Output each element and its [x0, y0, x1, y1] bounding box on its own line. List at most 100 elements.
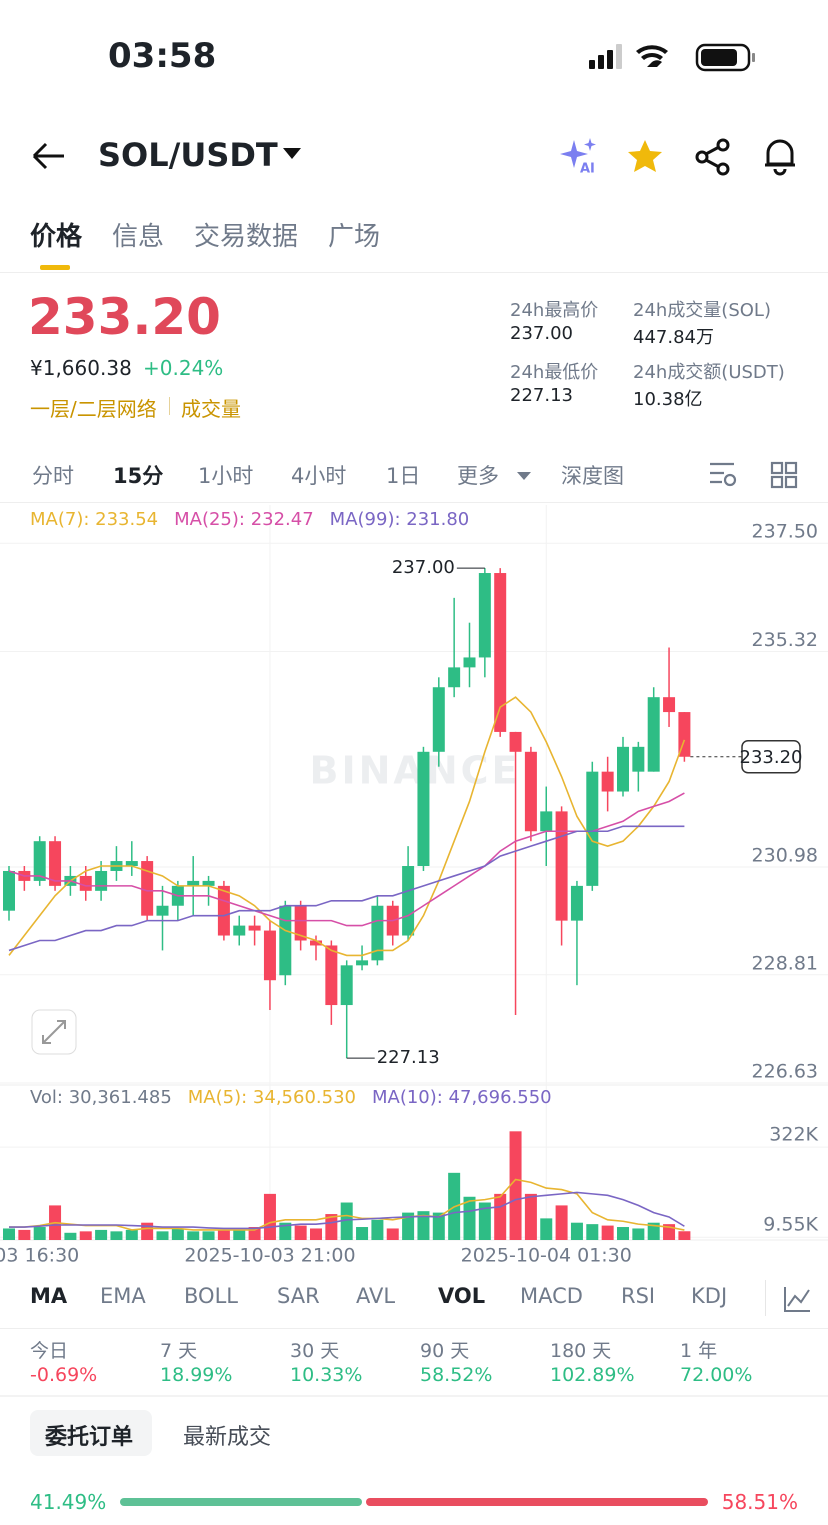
candle-body	[678, 712, 691, 757]
stat-value: 447.84万	[633, 327, 714, 348]
tab[interactable]: 信息	[112, 222, 165, 252]
candle-body	[263, 930, 276, 981]
candle-body	[632, 746, 645, 772]
volume-bar	[294, 1225, 307, 1240]
chart-tools[interactable]	[708, 460, 808, 490]
volume-bar	[432, 1212, 445, 1240]
ma-line	[8, 825, 685, 952]
volume-bar	[217, 1229, 230, 1240]
interval[interactable]: 1小时	[198, 464, 254, 488]
indicator[interactable]: MA	[30, 1284, 68, 1308]
last-price-box	[741, 740, 801, 774]
volume-bar	[524, 1193, 537, 1240]
buy-ratio	[120, 1498, 363, 1506]
interval[interactable]: 4小时	[291, 464, 347, 488]
y-tick-label: 228.81	[752, 952, 818, 974]
indicator-settings[interactable]	[782, 1284, 812, 1314]
volume-bar	[340, 1202, 353, 1240]
more-caret	[517, 472, 531, 480]
candle-body	[125, 861, 138, 867]
tag[interactable]: 一层/二层网络	[30, 397, 157, 421]
candle-body	[494, 573, 507, 732]
interval[interactable]: 1日	[386, 464, 421, 488]
annotation-label: 237.00	[392, 557, 455, 578]
candle-body	[310, 940, 322, 946]
period-change: 18.99%	[160, 1364, 233, 1386]
period-change: -0.69%	[30, 1364, 98, 1386]
interval[interactable]: 更多	[457, 464, 499, 488]
y-tick-label: 230.98	[752, 845, 818, 867]
indicator[interactable]: BOLL	[184, 1284, 238, 1308]
indicator[interactable]: VOL	[438, 1284, 486, 1308]
tab[interactable]: 价格	[30, 222, 83, 252]
ma-line	[8, 696, 686, 957]
ma-legend: MA(7): 233.54 MA(25): 232.47 MA(99): 231.8…	[30, 509, 469, 530]
volume-title: Vol: 30,361.485	[30, 1087, 172, 1108]
candle-body	[663, 697, 676, 713]
y-tick-label: 235.32	[752, 629, 818, 651]
indicator[interactable]: SAR	[277, 1284, 320, 1308]
period-change: 58.52%	[420, 1364, 493, 1386]
share-icon[interactable]	[694, 138, 732, 176]
order-tab[interactable]: 委托订单	[45, 1425, 134, 1450]
sell-ratio	[366, 1498, 708, 1506]
period-label: 7 天	[160, 1340, 198, 1362]
ma-legend-entry: MA(99): 231.80	[329, 509, 470, 530]
ai-icon[interactable]: AI	[558, 136, 602, 180]
tab[interactable]: 交易数据	[194, 222, 299, 252]
period-change: 102.89%	[550, 1364, 635, 1386]
divider	[0, 1395, 828, 1397]
candle-body	[371, 905, 384, 961]
ratio-bar	[120, 1498, 708, 1506]
interval[interactable]: 15分	[113, 464, 164, 488]
indicator[interactable]: EMA	[100, 1284, 146, 1308]
period-label: 30 天	[290, 1340, 340, 1362]
sell-ratio-label: 58.51%	[721, 1490, 798, 1514]
indicator[interactable]: RSI	[621, 1284, 656, 1308]
last-price: 233.20	[28, 288, 221, 346]
volume-bar	[570, 1222, 583, 1240]
volume-bar	[356, 1227, 369, 1240]
favorite-star[interactable]	[626, 138, 664, 174]
period-label: 90 天	[420, 1340, 470, 1362]
volume-bar	[647, 1222, 660, 1240]
indicator[interactable]: KDJ	[691, 1284, 728, 1308]
volume-bar	[509, 1131, 522, 1240]
candle-body	[95, 870, 108, 891]
pair-title[interactable]: SOL/USDT	[98, 136, 278, 174]
candle-body	[141, 861, 154, 916]
volume-bar	[617, 1227, 629, 1240]
volume-bar	[678, 1231, 691, 1240]
expand-button[interactable]	[31, 1009, 77, 1055]
indicator[interactable]: MACD	[520, 1284, 583, 1308]
indicator[interactable]: AVL	[356, 1284, 396, 1308]
tag[interactable]: 成交量	[181, 397, 241, 421]
candle-body	[647, 697, 660, 772]
tab[interactable]: 广场	[328, 222, 381, 252]
volume-bar	[18, 1229, 31, 1240]
x-tick-label: 2025-10-03 16:30	[0, 1245, 79, 1267]
volume-bar	[202, 1231, 215, 1240]
buy-ratio-label: 41.49%	[30, 1490, 107, 1514]
period-change: 10.33%	[290, 1364, 363, 1386]
pair-dropdown[interactable]	[282, 146, 304, 162]
ma-legend-entry: MA(25): 232.47	[174, 509, 314, 530]
order-tab[interactable]: 最新成交	[183, 1425, 272, 1450]
bell-icon[interactable]	[762, 136, 798, 176]
candle-body	[49, 841, 62, 886]
volume-bar	[555, 1205, 568, 1240]
candle-body	[586, 771, 599, 886]
y-tick-label: 226.63	[752, 1061, 818, 1083]
stat-value: 10.38亿	[633, 389, 703, 410]
candle-body	[156, 905, 169, 916]
back-button[interactable]	[30, 138, 70, 174]
interval[interactable]: 分时	[32, 464, 74, 488]
interval[interactable]: 深度图	[561, 464, 624, 488]
volume-bar	[540, 1218, 553, 1240]
candle-body	[478, 573, 491, 658]
volume-bar	[187, 1231, 200, 1240]
volume-ma-legend-entry: MA(10): 47,696.550	[371, 1087, 552, 1108]
volume-bar	[95, 1229, 108, 1240]
tab-bar: 价格 信息 交易数据 广场	[30, 216, 380, 253]
